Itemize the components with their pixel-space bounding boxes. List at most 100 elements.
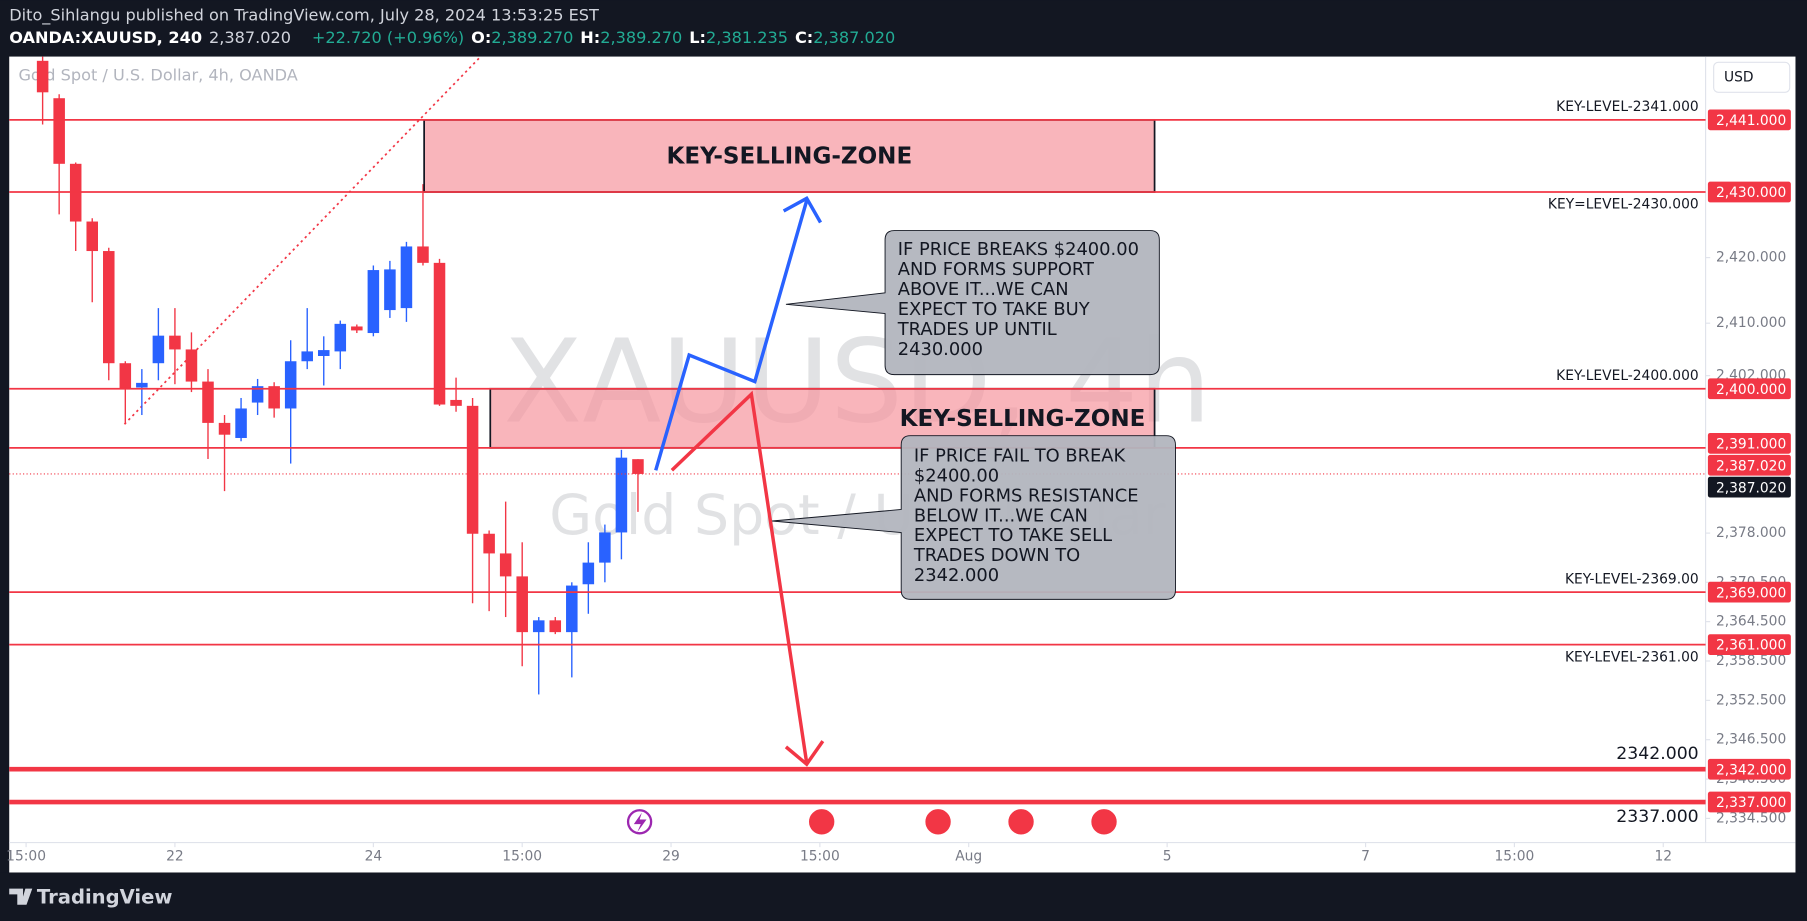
event-icon[interactable] (1008, 809, 1034, 835)
candle-body (284, 361, 297, 409)
ohlc-value: 2,381.235 (706, 28, 788, 47)
price-label-box (1707, 181, 1791, 203)
price-label-box (1707, 476, 1791, 498)
price-label-box (1707, 634, 1791, 655)
event-icon[interactable] (925, 809, 951, 835)
symbol: OANDA:XAUUSD, 240 (9, 28, 202, 47)
zone-label: KEY-SELLING-ZONE (900, 406, 1146, 432)
annotation-line: EXPECT TO TAKE SELL (914, 525, 1112, 546)
candle-body (185, 349, 198, 382)
event-icon-bolt (633, 812, 647, 833)
x-tick-label: 24 (365, 848, 383, 864)
candle-body (566, 585, 578, 633)
candle-body (599, 532, 611, 563)
candle-body (532, 620, 545, 633)
x-tick-label: 15:00 (800, 848, 840, 864)
ohlc-label: H: (580, 28, 600, 47)
price-label: 2,369.000 (1716, 585, 1786, 601)
price-label: 2,342.000 (1716, 762, 1786, 778)
candle-body (615, 457, 628, 533)
level-note: KEY-LEVEL-2369.00 (1565, 571, 1699, 587)
annotation-line: EXPECT TO TAKE BUY (898, 299, 1090, 320)
price-label-box (1707, 378, 1791, 400)
annotation-line: IF PRICE BREAKS $2400.00 (898, 239, 1139, 260)
footer-bar (0, 872, 1807, 921)
price-label-box (1707, 581, 1791, 603)
event-icon[interactable] (809, 809, 835, 835)
candle-body (516, 576, 528, 633)
buy-arrow (654, 200, 809, 471)
x-tick-label: 15:00 (1495, 848, 1535, 864)
brand: TradingView (37, 885, 173, 908)
scenario-arrows (654, 195, 825, 767)
level-note: KEY=LEVEL-2430.000 (1548, 197, 1699, 213)
annotation-line: TRADES DOWN TO (913, 545, 1080, 566)
level-note: 2342.000 (1616, 744, 1698, 764)
price-label: 2,361.000 (1716, 638, 1786, 654)
candle-body (103, 251, 115, 364)
candle-body (301, 351, 313, 362)
event-icon[interactable] (1091, 809, 1117, 835)
candle-body (499, 553, 512, 577)
x-tick-label: 7 (1361, 848, 1370, 864)
candle-body (351, 326, 363, 331)
ohlc-label: O: (471, 28, 491, 47)
candle-body (218, 422, 231, 435)
candle-body (549, 620, 562, 633)
publisher: Dito_Sihlangu published on TradingView.c… (9, 6, 599, 26)
price-label: 2,337.000 (1716, 795, 1786, 811)
x-tick-label: 15:00 (502, 848, 542, 864)
annotation-line: $2400.00 (914, 465, 999, 486)
change: +22.720 (+0.96%) (312, 28, 464, 47)
y-tick-label: 2,352.500 (1716, 692, 1786, 708)
candle-body (152, 335, 165, 364)
y-tick-label: 2,410.000 (1716, 315, 1786, 331)
currency: USD (1724, 69, 1754, 85)
ohlc-value: 2,387.020 (813, 28, 895, 47)
candle-body (136, 382, 148, 388)
price-label-box (1707, 791, 1791, 813)
level-note: KEY-LEVEL-2341.000 (1556, 99, 1699, 115)
overlays: KEY-SELLING-ZONE KEY-SELLING-ZONE KEY-LEVE… (9, 99, 1706, 827)
ohlc-value: 2,389.270 (491, 28, 573, 47)
chart-title: Gold Spot / U.S. Dollar, 4h, OANDA (18, 66, 297, 85)
annotation-line: BELOW IT...WE CAN (914, 505, 1088, 526)
candle-body (433, 262, 446, 405)
level-note: KEY-LEVEL-2400.000 (1556, 368, 1699, 384)
currency-button[interactable] (1713, 61, 1791, 93)
annotation-line: IF PRICE FAIL TO BREAK (914, 445, 1127, 466)
last-price: 2,387.020 (209, 28, 291, 47)
price-label-box (1707, 454, 1791, 476)
price-label: 2,391.000 (1716, 436, 1786, 452)
price-label-box (1707, 758, 1791, 780)
x-tick-label: 29 (662, 848, 680, 864)
annotation-line: ABOVE IT...WE CAN (898, 279, 1069, 300)
y-tick-label: 2,378.000 (1716, 525, 1786, 541)
ohlc-value: 2,389.270 (600, 28, 682, 47)
candle-body (582, 562, 595, 585)
sell-arrow-head (784, 740, 825, 767)
annotation-line: AND FORMS SUPPORT (898, 259, 1094, 280)
x-tick-label: 5 (1163, 848, 1172, 864)
annotation-line: 2342.000 (914, 565, 999, 586)
candle-body (466, 405, 479, 534)
callout-box (785, 230, 1160, 376)
callout-box (772, 435, 1176, 600)
candle-body (119, 363, 132, 390)
candle-body (450, 399, 462, 406)
y-tick-label: 2,358.500 (1716, 653, 1786, 669)
annotation-line: TRADES UP UNTIL (897, 319, 1057, 340)
candle-body (384, 269, 396, 311)
price-label: 2,400.000 (1716, 382, 1786, 398)
candle-body (268, 386, 280, 409)
candle-body (632, 459, 644, 474)
candle-body (202, 381, 214, 423)
candle-body (53, 98, 65, 164)
annotation-line: 2430.000 (898, 339, 983, 360)
y-tick-label: 2,364.500 (1716, 614, 1786, 630)
price-label: 2,430.000 (1716, 185, 1786, 201)
candle-body (169, 335, 181, 350)
candle-body (36, 60, 49, 93)
